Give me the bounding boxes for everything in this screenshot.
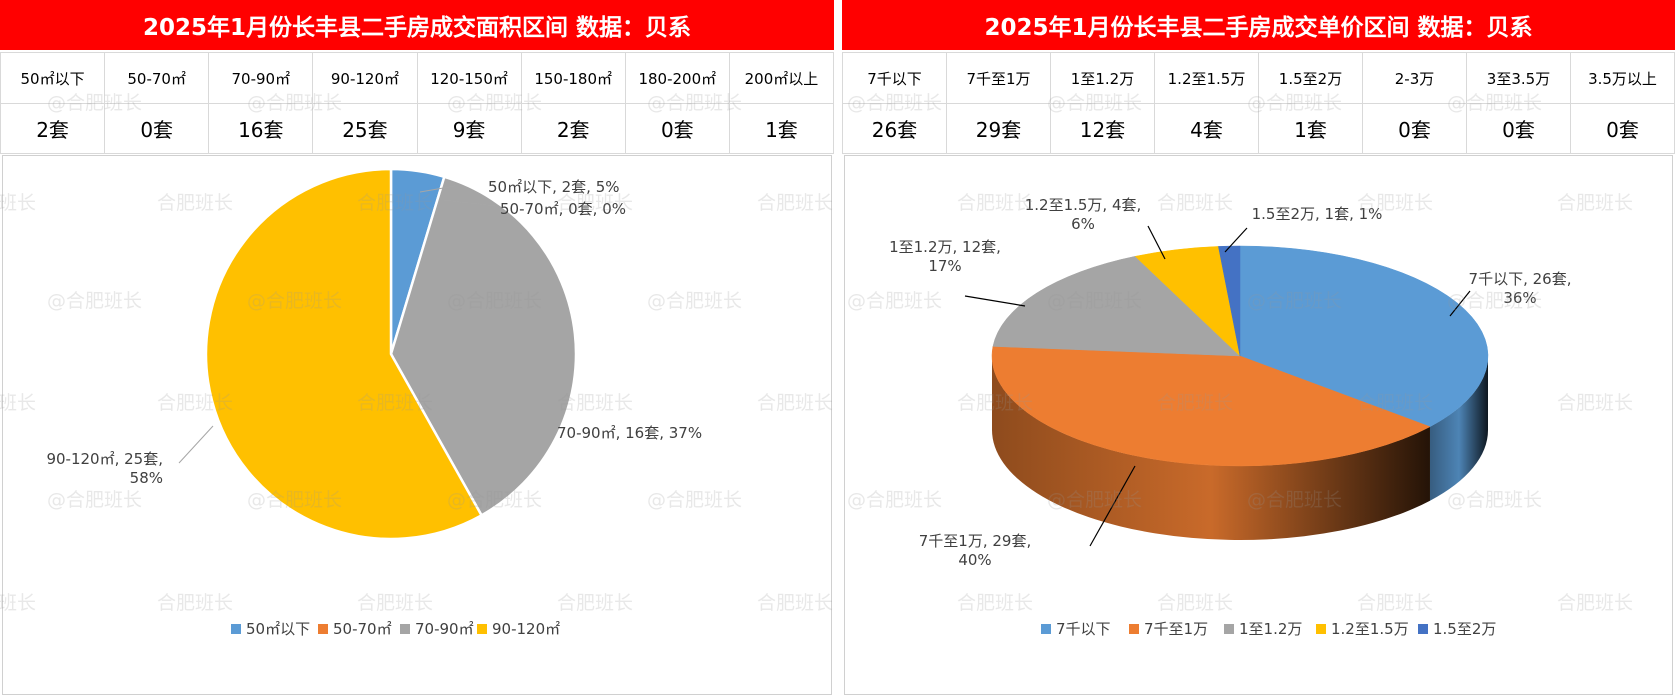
price-header-cell: 7千至1万 (946, 52, 1051, 104)
data-label: 90-120㎡, 25套, 58% (46, 450, 163, 487)
pie-slice (204, 167, 484, 541)
legend-swatch (477, 624, 487, 634)
leader-line (1224, 227, 1248, 253)
area-panel: 2025年1月份长丰县二手房成交面积区间 数据：贝系 50㎡以下 50-70㎡ … (0, 0, 835, 697)
legend-label: 1.2至1.5万 (1331, 620, 1409, 638)
area-pie-chart-box: 50㎡以下, 2套, 5% 50-70㎡, 0套, 0% 70-90㎡, 16套, … (2, 155, 832, 695)
legend-label: 50-70㎡ (333, 620, 392, 638)
price-value-cell: 26套 (842, 103, 947, 154)
area-value-cell: 16套 (208, 103, 314, 154)
pie-slice (991, 346, 1431, 467)
pie-slice (1218, 245, 1241, 357)
legend-swatch (1041, 624, 1051, 634)
area-value-cell: 9套 (416, 103, 522, 154)
area-header-cell: 120-150㎡ (416, 52, 522, 104)
pie-slice (389, 175, 578, 518)
legend-swatch (1224, 624, 1234, 634)
legend-label: 70-90㎡ (415, 620, 474, 638)
price-header-cell: 1至1.2万 (1050, 52, 1155, 104)
data-label: 7千至1万, 29套, 40% (919, 532, 1031, 569)
price-value-cell: 4套 (1154, 103, 1259, 154)
legend-swatch (1316, 624, 1326, 634)
legend-label: 90-120㎡ (492, 620, 560, 638)
pie-slice-side (1429, 356, 1488, 501)
price-value-cell: 0套 (1570, 103, 1675, 154)
legend-label: 1至1.2万 (1239, 620, 1302, 638)
leader-line (178, 425, 214, 464)
legend-swatch (1129, 624, 1139, 634)
price-value-cell: 1套 (1258, 103, 1363, 154)
legend-swatch (318, 624, 328, 634)
area-value-cell: 2套 (520, 103, 626, 154)
area-header-cell: 50-70㎡ (104, 52, 210, 104)
price-header-cell: 3.5万以上 (1570, 52, 1675, 104)
price-panel-title: 2025年1月份长丰县二手房成交单价区间 数据：贝系 (842, 0, 1675, 50)
price-value-cell: 0套 (1362, 103, 1467, 154)
area-value-cell: 0套 (624, 103, 730, 154)
leader-line (442, 199, 497, 207)
leader-line (1089, 465, 1136, 547)
legend-label: 50㎡以下 (246, 620, 310, 638)
area-panel-title: 2025年1月份长丰县二手房成交面积区间 数据：贝系 (0, 0, 834, 50)
price-header-cell: 2-3万 (1362, 52, 1467, 104)
price-value-cell: 29套 (946, 103, 1051, 154)
leader-line (1449, 290, 1471, 317)
legend-swatch (400, 624, 410, 634)
data-label: 70-90㎡, 16套, 37% (557, 424, 702, 442)
price-stats-table: 7千以下 7千至1万 1至1.2万 1.2至1.5万 1.5至2万 2-3万 3… (842, 52, 1675, 154)
area-header-row: 50㎡以下 50-70㎡ 70-90㎡ 90-120㎡ 120-150㎡ 150… (0, 52, 835, 104)
data-label: 1.2至1.5万, 4套, 6% (1025, 196, 1142, 233)
area-value-cell: 2套 (0, 103, 106, 154)
price-header-cell: 1.5至2万 (1258, 52, 1363, 104)
area-value-cell: 25套 (312, 103, 418, 154)
price-value-cell: 0套 (1466, 103, 1571, 154)
area-stats-table: 50㎡以下 50-70㎡ 70-90㎡ 90-120㎡ 120-150㎡ 150… (0, 52, 835, 154)
legend-label: 1.5至2万 (1433, 620, 1496, 638)
price-header-cell: 1.2至1.5万 (1154, 52, 1259, 104)
legend-label: 7千至1万 (1144, 620, 1208, 638)
area-pie-chart: 50㎡以下, 2套, 5% 50-70㎡, 0套, 0% 70-90㎡, 16套, … (46, 167, 702, 638)
price-header-cell: 3至3.5万 (1466, 52, 1571, 104)
area-header-cell: 70-90㎡ (208, 52, 314, 104)
area-header-cell: 90-120㎡ (312, 52, 418, 104)
data-label: 7千以下, 26套, 36% (1469, 270, 1572, 307)
area-header-cell: 200㎡以上 (728, 52, 835, 104)
price-panel: 2025年1月份长丰县二手房成交单价区间 数据：贝系 7千以下 7千至1万 1至… (842, 0, 1675, 697)
pie-slice (1239, 245, 1489, 427)
pie-slice-side (992, 356, 1430, 540)
area-value-cell: 1套 (728, 103, 835, 154)
legend-swatch (231, 624, 241, 634)
area-value-row: 2套 0套 16套 25套 9套 2套 0套 1套 (0, 103, 835, 154)
legend-label: 7千以下 (1056, 620, 1111, 638)
data-label: 50-70㎡, 0套, 0% (500, 200, 626, 218)
data-label: 1至1.2万, 12套, 17% (889, 238, 1001, 275)
area-header-cell: 180-200㎡ (624, 52, 730, 104)
price-pie-chart: 7千以下, 26套, 36% 7千至1万, 29套, 40% 1至1.2万, 12套, 1… (889, 196, 1572, 638)
data-label: 50㎡以下, 2套, 5% (488, 178, 620, 196)
area-header-cell: 50㎡以下 (0, 52, 106, 104)
leader-line (419, 185, 456, 193)
price-header-cell: 7千以下 (842, 52, 947, 104)
price-pie-chart-box: 7千以下, 26套, 36% 7千至1万, 29套, 40% 1至1.2万, 12套, 1… (844, 155, 1673, 695)
price-value-row: 26套 29套 12套 4套 1套 0套 0套 0套 (842, 103, 1675, 154)
leader-line (964, 295, 1026, 307)
price-value-cell: 12套 (1050, 103, 1155, 154)
legend-swatch (1418, 624, 1428, 634)
price-header-row: 7千以下 7千至1万 1至1.2万 1.2至1.5万 1.5至2万 2-3万 3… (842, 52, 1675, 104)
leader-line (1147, 225, 1166, 260)
area-value-cell: 0套 (104, 103, 210, 154)
area-header-cell: 150-180㎡ (520, 52, 626, 104)
data-label: 1.5至2万, 1套, 1% (1252, 205, 1383, 223)
pie-slice (992, 256, 1241, 357)
